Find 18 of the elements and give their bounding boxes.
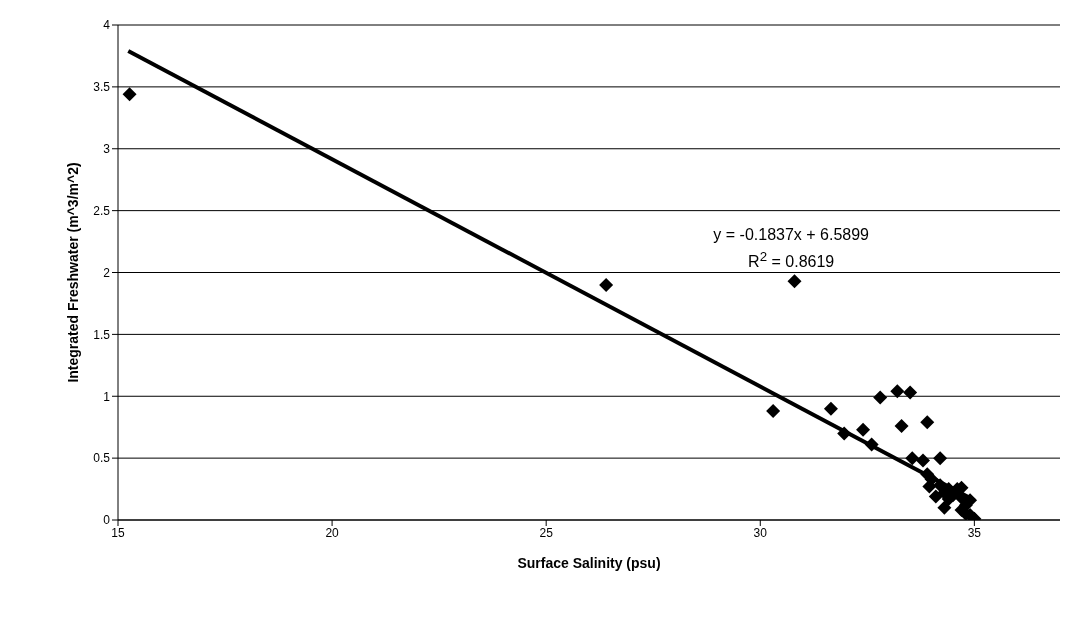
x-tick-label: 35 <box>967 525 982 540</box>
y-axis-title: Integrated Freshwater (m^3/m^2) <box>64 162 81 383</box>
y-tick-label: 4 <box>103 18 111 33</box>
y-tick-label: 0 <box>103 513 111 528</box>
y-tick-label: 1 <box>103 389 111 404</box>
y-tick-label: 3 <box>103 142 111 157</box>
y-tick-label: 1.5 <box>93 327 111 342</box>
y-tick-label: 0.5 <box>93 451 111 466</box>
x-tick-label: 15 <box>111 525 125 540</box>
x-tick-label: 30 <box>753 525 768 540</box>
x-tick-label: 20 <box>325 525 340 540</box>
x-tick-label: 25 <box>539 525 554 540</box>
y-tick-label: 3.5 <box>93 80 111 95</box>
annotation: y = -0.1837x + 6.5899 <box>712 225 870 245</box>
y-tick-label: 2.5 <box>93 203 111 218</box>
y-tick-label: 2 <box>103 265 111 280</box>
x-axis-title: Surface Salinity (psu) <box>517 555 661 571</box>
annotation: R$^{2}$ = 0.8619 <box>747 248 836 273</box>
